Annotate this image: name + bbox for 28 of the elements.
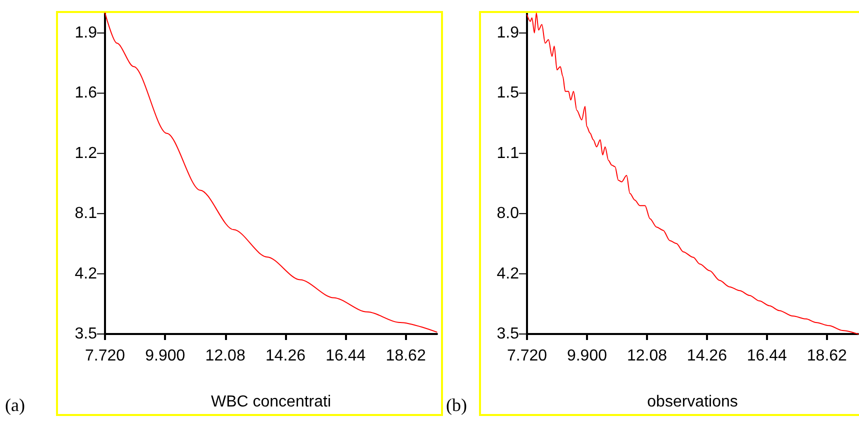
x-tick-label: 14.26 (265, 348, 306, 364)
text: 4.2 (74, 265, 98, 282)
text: 1.1 (496, 144, 520, 162)
text: 1.2 (74, 144, 98, 162)
x-tick-label: 9.900 (145, 348, 186, 364)
text: 1.9 (74, 24, 98, 42)
x-tick-label: 12.08 (626, 348, 668, 364)
x-tick-label: 16.44 (746, 348, 788, 364)
x-axis-title: observations (647, 394, 738, 410)
x-axis-title: WBC concentrati (210, 394, 332, 410)
x-tick-label: 7.720 (506, 348, 548, 364)
text: 1.5 (496, 84, 520, 102)
text: 3.5 (74, 326, 98, 342)
text: 4.2 (496, 265, 520, 282)
x-tick-label: 16.44 (326, 348, 366, 364)
text: 3.5 (496, 326, 520, 342)
text: 8.0 (496, 205, 520, 222)
text: 1.9 (496, 24, 520, 42)
text: 1.6 (74, 84, 98, 102)
x-tick-label: 14.26 (686, 348, 728, 364)
text: (b) (446, 395, 467, 415)
x-tick-label: 7.720 (84, 348, 126, 364)
x-tick-label: 18.62 (806, 348, 848, 364)
x-tick-label: 18.62 (386, 348, 426, 364)
x-tick-label: 9.900 (566, 348, 608, 364)
text: 8.1 (74, 205, 98, 222)
x-tick-label: 12.08 (205, 348, 246, 364)
text: (a) (5, 395, 25, 415)
